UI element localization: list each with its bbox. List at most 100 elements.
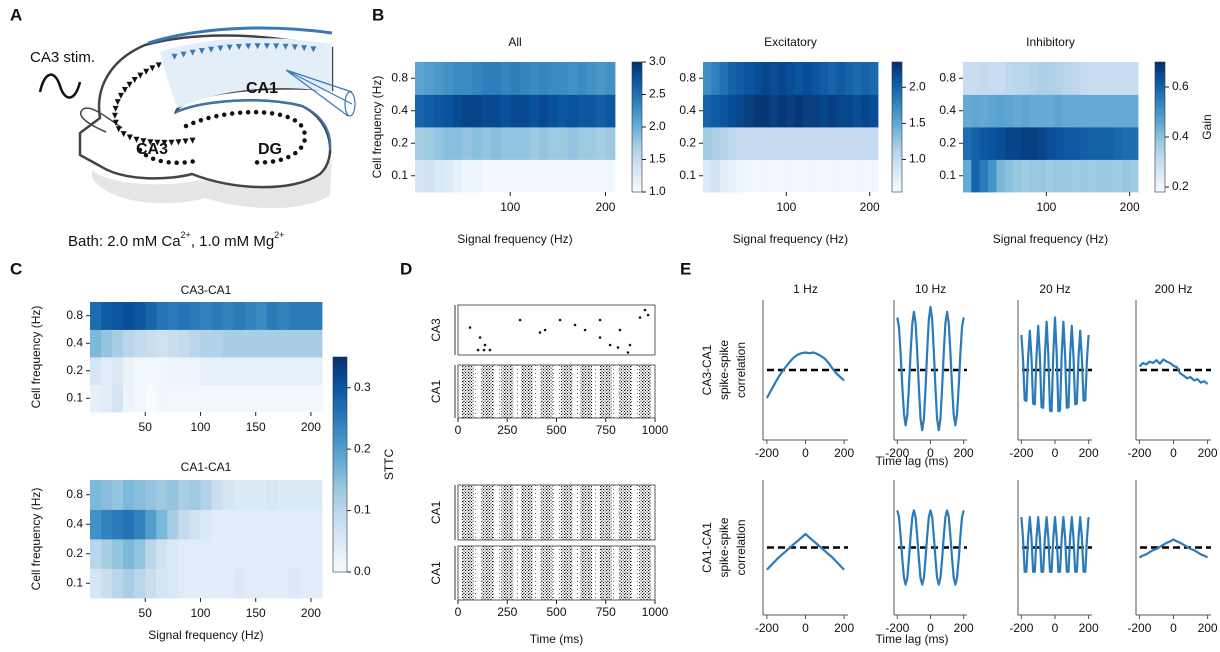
spike <box>543 328 547 332</box>
heatmap-cell <box>310 384 323 413</box>
heatmap-cell <box>112 539 124 569</box>
heatmap-cell <box>586 159 597 193</box>
heatmap-cell <box>761 62 771 95</box>
x-tick-label: 150 <box>246 606 266 620</box>
x-tick-label: -200 <box>755 621 779 635</box>
heatmap-cell <box>753 62 762 95</box>
heatmap-cell <box>1054 62 1064 95</box>
heatmap-cell <box>145 302 157 330</box>
cell-body <box>245 43 252 50</box>
heatmap-cell <box>255 384 268 413</box>
bath-label: Bath: 2.0 mM Ca2+, 1.0 mM Mg2+ <box>68 230 284 250</box>
heatmap-cell <box>491 159 502 193</box>
heatmap-cell <box>1096 159 1106 193</box>
panel-label: E <box>680 259 691 278</box>
heatmap-cell <box>1054 127 1064 160</box>
heatmap-cell <box>288 568 301 599</box>
spike-burst <box>619 546 632 600</box>
heatmap-cell <box>167 357 179 385</box>
heatmap-cell <box>1071 62 1081 95</box>
cell-body <box>120 131 127 138</box>
heatmap-cell <box>266 568 279 599</box>
x-tick-label: 50 <box>139 606 153 620</box>
spike-burst <box>481 546 494 600</box>
heatmap-cell <box>595 62 606 95</box>
heatmap-cell <box>1063 62 1072 95</box>
heatmap-cell <box>189 384 201 413</box>
heatmap-cell <box>1013 159 1022 193</box>
heatmap-cell <box>244 568 257 599</box>
spike-burst <box>599 485 612 540</box>
heatmap-cell <box>529 159 540 193</box>
cell-body <box>112 119 119 126</box>
heatmap-cell <box>145 480 157 510</box>
cell-body <box>161 139 168 146</box>
x-tick-label: 1000 <box>642 605 669 619</box>
heatmap-cell <box>415 159 425 193</box>
heatmap-cell <box>101 302 113 330</box>
heatmap-cell <box>769 94 779 128</box>
heatmap-cell <box>1113 62 1122 95</box>
heatmap-cell <box>233 384 246 413</box>
heatmap-cell <box>211 509 223 540</box>
cell-body <box>137 72 144 79</box>
heatmap-cell <box>123 568 135 599</box>
heatmap-cell <box>255 539 268 569</box>
heatmap-cell <box>299 357 312 385</box>
heatmap-cell <box>112 509 124 540</box>
heatmap-cell <box>979 159 989 193</box>
heatmap-cell <box>112 357 124 385</box>
colorbar-tick-label: 0.1 <box>354 503 371 517</box>
heatmap-cell <box>1054 159 1064 193</box>
heatmap-cell <box>310 539 323 569</box>
heatmap-cell <box>1013 127 1022 160</box>
x-axis-label: Signal frequency (Hz) <box>733 232 848 246</box>
x-axis-label: Signal frequency (Hz) <box>457 232 572 246</box>
heatmap-cell <box>244 509 257 540</box>
heatmap-cell <box>266 480 279 510</box>
x-tick-label: 0 <box>455 423 462 437</box>
x-tick-label: 200 <box>834 621 854 635</box>
heatmap-cell <box>90 480 102 510</box>
spike <box>478 336 482 339</box>
cell-body <box>310 46 317 53</box>
heatmap-cell <box>222 329 235 358</box>
heatmap-cell <box>178 357 190 385</box>
heatmap-cell <box>288 509 301 540</box>
x-tick-label: 0 <box>802 446 809 460</box>
heatmap-cell <box>424 159 435 193</box>
heatmap-cell <box>453 94 464 128</box>
spike-burst <box>540 546 553 600</box>
heatmap-cell <box>101 568 113 599</box>
heatmap-cell <box>753 94 762 128</box>
x-tick-label: 200 <box>1198 446 1218 460</box>
heatmap-cell <box>90 329 102 358</box>
heatmap-cell <box>453 159 464 193</box>
colorbar-tick-label: 0.2 <box>1172 179 1189 193</box>
cell-body <box>117 92 124 99</box>
heatmap-cell <box>819 159 829 193</box>
raster-frame <box>457 484 656 541</box>
heatmap-cell <box>853 62 862 95</box>
bath-text: , 1.0 mM Mg <box>191 233 274 250</box>
heatmap-cell <box>529 62 540 95</box>
x-tick-label: 250 <box>497 423 517 437</box>
heatmap-cell <box>277 357 290 385</box>
heatmap-cell <box>529 94 540 128</box>
panel-label: C <box>10 259 22 278</box>
heatmap-cell <box>1113 159 1122 193</box>
x-axis-label: Time lag (ms) <box>876 632 949 646</box>
heatmap-cell <box>836 94 846 128</box>
heatmap-cell <box>123 357 135 385</box>
bath-text: Bath: 2.0 mM Ca <box>68 233 181 250</box>
heatmap-cell <box>1004 94 1014 128</box>
heatmap-cell <box>123 329 135 358</box>
heatmap-cell <box>101 539 113 569</box>
heatmap-cell <box>836 62 846 95</box>
heatmap-cell <box>277 480 290 510</box>
raster-frame <box>457 304 656 356</box>
heatmap-cell <box>557 127 568 160</box>
heatmap-cell <box>548 62 559 95</box>
heatmap-cell <box>510 159 521 193</box>
cell-body <box>168 139 175 146</box>
